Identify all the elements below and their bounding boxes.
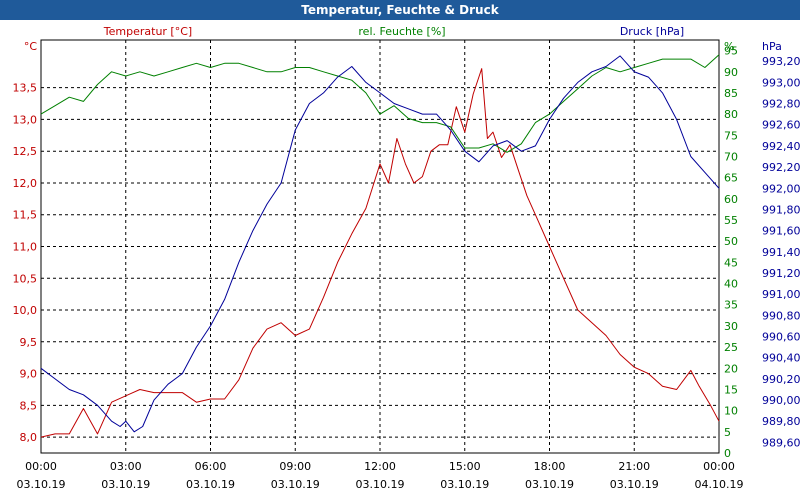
x-tick-time: 00:00 — [25, 460, 57, 473]
humidity-series-label: rel. Feuchte [%] — [358, 25, 445, 38]
humidity-tick-label: 95 — [724, 45, 738, 58]
humidity-tick-label: 15 — [724, 383, 738, 396]
temperature-tick-label: 8,0 — [20, 431, 38, 444]
pressure-tick-label: 992,20 — [762, 161, 800, 174]
humidity-tick-label: 65 — [724, 172, 738, 185]
temperature-series-line — [40, 68, 720, 438]
chart-title: Temperatur, Feuchte & Druck — [0, 0, 800, 20]
pressure-tick-label: 991,20 — [762, 267, 800, 280]
x-tick-time: 09:00 — [279, 460, 311, 473]
temperature-tick-label: 11,5 — [13, 209, 38, 222]
pressure-tick-label: 990,00 — [762, 394, 800, 407]
humidity-tick-label: 50 — [724, 235, 738, 248]
x-tick-time: 06:00 — [195, 460, 227, 473]
humidity-tick-label: 70 — [724, 150, 738, 163]
humidity-tick-label: 75 — [724, 129, 738, 142]
temperature-series-label: Temperatur [°C] — [103, 25, 192, 38]
pressure-tick-label: 991,80 — [762, 203, 800, 216]
humidity-series-line — [40, 54, 720, 153]
pressure-tick-label: 992,40 — [762, 140, 800, 153]
temperature-tick-label: 9,5 — [20, 336, 38, 349]
pressure-tick-label: 993,20 — [762, 55, 800, 68]
humidity-tick-label: 30 — [724, 320, 738, 333]
temperature-tick-label: 12,0 — [13, 177, 38, 190]
humidity-tick-label: 0 — [724, 447, 731, 460]
pressure-tick-label: 992,80 — [762, 98, 800, 111]
temperature-tick-label: 9,0 — [20, 368, 38, 381]
pressure-tick-label: 992,00 — [762, 182, 800, 195]
x-tick-time: 12:00 — [364, 460, 396, 473]
pressure-tick-label: 991,40 — [762, 246, 800, 259]
pressure-unit-label: hPa — [762, 40, 782, 53]
x-tick-time: 15:00 — [449, 460, 481, 473]
x-tick-time: 21:00 — [618, 460, 650, 473]
pressure-tick-label: 993,00 — [762, 76, 800, 89]
humidity-tick-label: 5 — [724, 426, 731, 439]
humidity-tick-label: 45 — [724, 256, 738, 269]
humidity-tick-label: 85 — [724, 87, 738, 100]
x-tick-date: 03.10.19 — [440, 478, 489, 491]
temperature-tick-label: 11,0 — [13, 241, 38, 254]
humidity-tick-label: 10 — [724, 405, 738, 418]
humidity-tick-label: 40 — [724, 278, 738, 291]
humidity-tick-label: 35 — [724, 299, 738, 312]
x-tick-date: 03.10.19 — [610, 478, 659, 491]
x-tick-date: 03.10.19 — [525, 478, 574, 491]
humidity-tick-label: 20 — [724, 362, 738, 375]
pressure-series-label: Druck [hPa] — [620, 25, 684, 38]
temperature-tick-label: 12,5 — [13, 145, 38, 158]
pressure-tick-label: 990,60 — [762, 331, 800, 344]
temperature-tick-label: 13,5 — [13, 82, 38, 95]
humidity-unit-label: % — [724, 40, 734, 53]
pressure-tick-label: 991,60 — [762, 225, 800, 238]
x-tick-time: 03:00 — [110, 460, 142, 473]
x-tick-date: 03.10.19 — [101, 478, 150, 491]
humidity-tick-label: 60 — [724, 193, 738, 206]
pressure-tick-label: 990,20 — [762, 373, 800, 386]
humidity-tick-label: 80 — [724, 108, 738, 121]
pressure-tick-label: 991,00 — [762, 288, 800, 301]
pressure-series-line — [40, 55, 720, 433]
x-tick-time: 00:00 — [703, 460, 735, 473]
pressure-tick-label: 992,60 — [762, 119, 800, 132]
temperature-tick-label: 8,5 — [20, 399, 38, 412]
temperature-tick-label: 10,5 — [13, 272, 38, 285]
temperature-unit-label: °C — [24, 40, 38, 53]
x-tick-date: 03.10.19 — [356, 478, 405, 491]
x-tick-date: 04.10.19 — [695, 478, 744, 491]
humidity-tick-label: 90 — [724, 66, 738, 79]
x-tick-date: 03.10.19 — [186, 478, 235, 491]
temperature-tick-label: 10,0 — [13, 304, 38, 317]
pressure-tick-label: 989,60 — [762, 436, 800, 449]
humidity-tick-label: 55 — [724, 214, 738, 227]
x-tick-time: 18:00 — [534, 460, 566, 473]
humidity-tick-label: 25 — [724, 341, 738, 354]
pressure-tick-label: 990,80 — [762, 309, 800, 322]
pressure-tick-label: 989,80 — [762, 415, 800, 428]
x-tick-date: 03.10.19 — [17, 478, 66, 491]
temperature-tick-label: 13,0 — [13, 113, 38, 126]
pressure-tick-label: 990,40 — [762, 352, 800, 365]
x-tick-date: 03.10.19 — [271, 478, 320, 491]
